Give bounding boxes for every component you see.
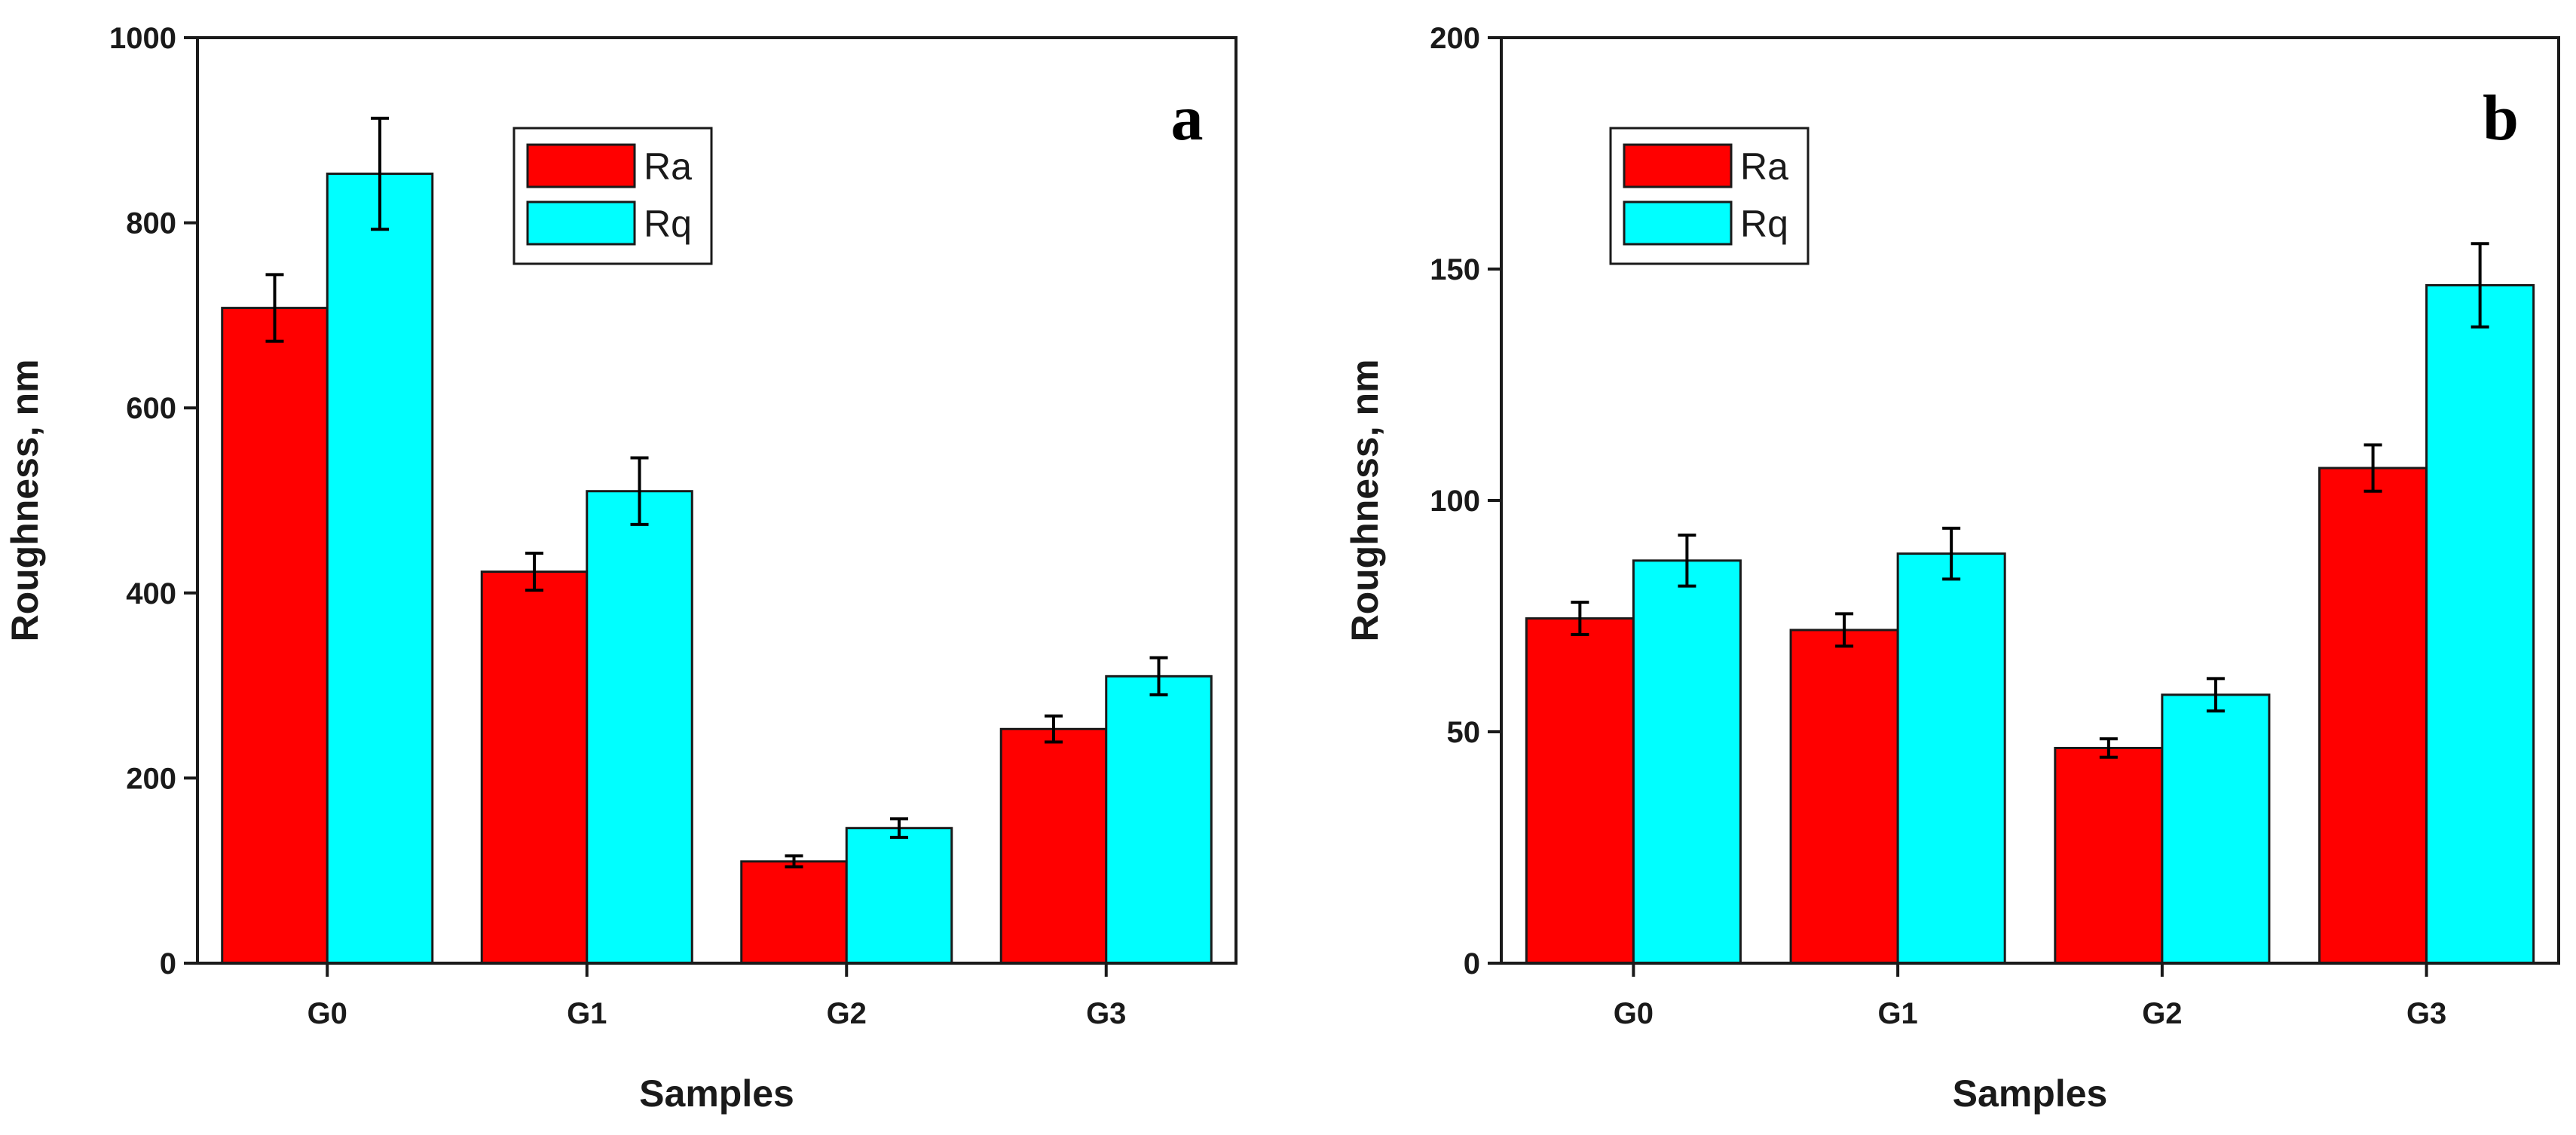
x-tick-label-g3: G3	[1086, 997, 1126, 1030]
bar-ra-g2	[2054, 746, 2164, 965]
errorbar-rq-g0	[371, 116, 390, 231]
errorbar-ra-g1	[1835, 612, 1854, 648]
errorbar-ra-g2	[2099, 737, 2118, 759]
legend-label-rq: Rq	[644, 203, 692, 245]
bar-ra-g1	[1789, 629, 1899, 965]
legend-swatch-rq	[1623, 200, 1733, 246]
chart-panel-a: G0 G1 G2 G3 0 200 400 600 800 1000 Samples Roughnes…	[4, 22, 1238, 1115]
bar-rq-g1	[1896, 552, 2006, 965]
errorbar-rq-g2	[2206, 677, 2225, 713]
errorbar-rq-g3	[1149, 656, 1168, 696]
y-tick-label: 50	[1447, 716, 1481, 749]
bar-rq-g3	[2425, 283, 2535, 965]
errorbar-ra-g0	[265, 273, 284, 343]
legend-label-rq: Rq	[1740, 203, 1788, 245]
bar-rq-g2	[845, 827, 953, 965]
y-tick-label: 100	[1430, 485, 1480, 518]
errorbar-rq-g2	[890, 817, 909, 839]
y-tick-label: 200	[126, 762, 176, 795]
x-tick-label-g0: G0	[1614, 997, 1654, 1030]
bar-rq-g0	[1632, 559, 1742, 965]
x-tick-label-g1: G1	[1877, 997, 1917, 1030]
errorbar-rq-g0	[1678, 534, 1696, 588]
x-axis-title: Samples	[639, 1072, 794, 1115]
x-tick-label-g1: G1	[567, 997, 607, 1030]
y-axis-title: Roughness, nm	[1344, 359, 1386, 641]
y-tick-label: 0	[1464, 947, 1480, 981]
panel-label: a	[1171, 81, 1204, 154]
errorbar-rq-g3	[2470, 242, 2489, 329]
x-tick-label-g0: G0	[307, 997, 347, 1030]
errorbar-ra-g1	[525, 551, 543, 592]
y-tick-label: 400	[126, 577, 176, 610]
x-tick-label-g3: G3	[2406, 997, 2446, 1030]
x-tick-label-g2: G2	[827, 997, 867, 1030]
panel-label: b	[2483, 81, 2519, 154]
bar-ra-g0	[1525, 617, 1635, 965]
x-tick-label-g2: G2	[2142, 997, 2182, 1030]
legend-label-ra: Ra	[1740, 145, 1788, 188]
legend-swatch-rq	[526, 200, 636, 246]
y-tick-label: 800	[126, 207, 176, 240]
legend-swatch-ra	[1623, 143, 1733, 188]
errorbar-ra-g3	[2363, 443, 2382, 493]
bar-ra-g1	[480, 571, 589, 965]
y-tick-label: 0	[160, 947, 176, 981]
y-axis-title: Roughness, nm	[4, 359, 46, 641]
x-axis-title: Samples	[1953, 1072, 2108, 1115]
bar-ra-g0	[221, 307, 329, 965]
y-tick-label: 200	[1430, 22, 1480, 55]
bar-rq-g3	[1105, 675, 1213, 965]
errorbar-ra-g0	[1571, 601, 1589, 637]
bar-rq-g0	[326, 173, 434, 965]
legend-swatch-ra	[526, 143, 636, 188]
bar-rq-g1	[586, 490, 693, 965]
bar-ra-g2	[740, 860, 848, 965]
legend-label-ra: Ra	[644, 145, 692, 188]
errorbar-ra-g2	[785, 854, 803, 869]
y-tick-label: 150	[1430, 253, 1480, 286]
errorbar-ra-g3	[1044, 714, 1063, 744]
y-tick-label: 600	[126, 392, 176, 425]
legend: Ra Rq	[512, 127, 713, 265]
chart-panel-b: G0 G1 G2 G3 0 50 100 150 200 Samples Roughness, nm…	[1344, 22, 2560, 1115]
plot-frame	[196, 36, 1238, 965]
bar-rq-g2	[2161, 693, 2271, 965]
legend: Ra Rq	[1609, 127, 1810, 265]
bar-ra-g3	[2318, 467, 2428, 965]
y-tick-label: 1000	[109, 22, 176, 55]
bar-ra-g3	[999, 727, 1108, 965]
errorbar-rq-g1	[630, 456, 649, 526]
errorbar-rq-g1	[1942, 526, 1961, 581]
